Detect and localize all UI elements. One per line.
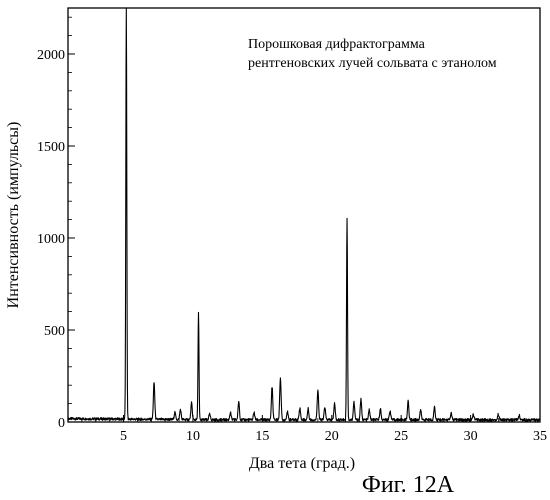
x-tick-label: 30	[464, 429, 478, 444]
y-tick-label: 2000	[37, 48, 65, 63]
tick-labels: 5 10 15 20 25 30 35 0 500 1000 1500 2000	[37, 48, 547, 444]
x-axis-title: Два тета (град.)	[249, 455, 355, 472]
y-tick-label: 500	[44, 324, 65, 339]
x-tick-label: 5	[120, 429, 127, 444]
x-tick-label: 10	[186, 429, 200, 444]
y-tick-label: 0	[58, 416, 65, 431]
y-axis-title: Интенсивность (импульсы)	[5, 122, 22, 309]
x-tick-label: 25	[394, 429, 408, 444]
y-tick-label: 1500	[37, 140, 65, 155]
x-tick-label: 20	[325, 429, 339, 444]
x-tick-label: 15	[255, 429, 269, 444]
annotation-line-1: Порошковая дифрактограмма	[248, 37, 426, 52]
y-tick-label: 1000	[37, 232, 65, 247]
figure-caption: Фиг. 12А	[362, 472, 455, 498]
tick-marks	[68, 17, 540, 422]
x-tick-label: 35	[533, 429, 547, 444]
annotation-line-2: рентгеновских лучей сольвата с этанолом	[248, 56, 497, 71]
